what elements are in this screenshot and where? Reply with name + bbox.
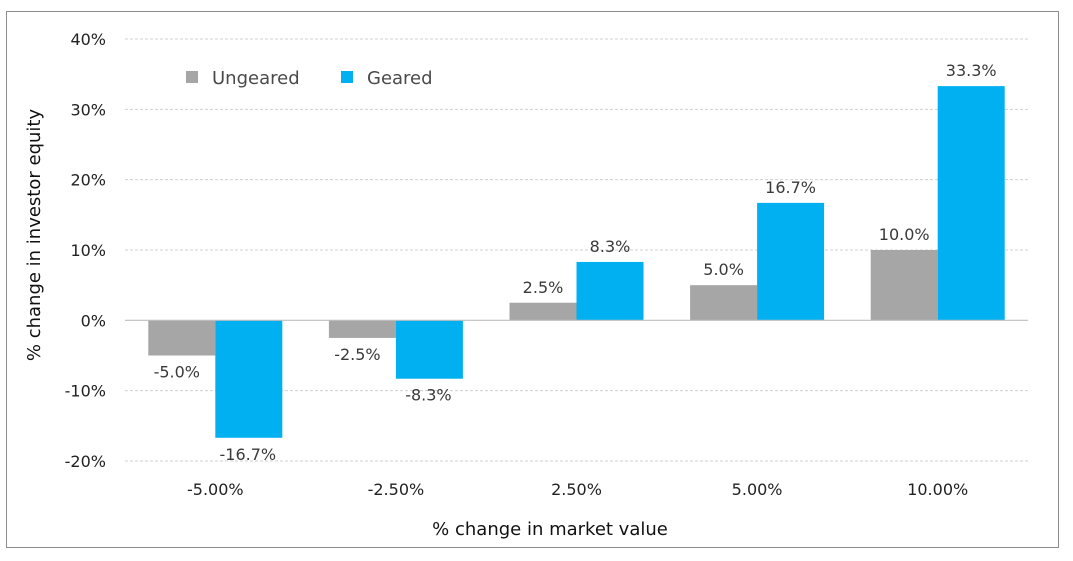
legend: Ungeared Geared — [186, 68, 433, 89]
bar-ungeared-2 — [328, 320, 396, 338]
x-axis-ticks: -5.00% -2.50% 2.50% 5.00% 10.00% — [187, 480, 968, 499]
bar-ungeared-1 — [148, 320, 216, 356]
y-axis-title: % change in investor equity — [24, 109, 45, 362]
data-label-geared-1: -16.7% — [219, 445, 276, 464]
bar-geared-5 — [937, 86, 1005, 321]
y-tick-label: -10% — [65, 382, 106, 401]
x-axis-title: % change in market value — [432, 519, 668, 540]
x-tick-label: 2.50% — [551, 480, 602, 499]
bars — [148, 86, 1005, 438]
y-tick-label: 10% — [70, 241, 106, 260]
data-label-geared-4: 16.7% — [765, 178, 816, 197]
data-label-geared-2: -8.3% — [405, 386, 451, 405]
y-axis-ticks: 40% 30% 20% 10% 0% -10% -20% — [65, 30, 106, 471]
y-tick-label: 0% — [81, 311, 106, 330]
bar-ungeared-5 — [870, 250, 938, 321]
bar-geared-1 — [215, 320, 283, 438]
legend-swatch-geared — [341, 71, 353, 83]
bar-geared-2 — [395, 320, 463, 379]
y-tick-label: 20% — [70, 171, 106, 190]
bar-ungeared-4 — [690, 285, 758, 321]
data-label-ungeared-2: -2.5% — [334, 345, 380, 364]
data-label-ungeared-4: 5.0% — [703, 260, 744, 279]
x-tick-label: 10.00% — [907, 480, 968, 499]
y-tick-label: -20% — [65, 452, 106, 471]
x-tick-label: -5.00% — [187, 480, 244, 499]
data-label-ungeared-5: 10.0% — [879, 225, 930, 244]
bar-ungeared-3 — [509, 302, 577, 321]
data-label-geared-3: 8.3% — [590, 237, 631, 256]
legend-swatch-ungeared — [186, 71, 198, 83]
bar-geared-3 — [576, 261, 644, 321]
y-tick-label: 30% — [70, 100, 106, 119]
legend-label-ungeared: Ungeared — [212, 68, 300, 89]
legend-label-geared: Geared — [367, 68, 433, 89]
data-label-geared-5: 33.3% — [946, 61, 997, 80]
data-label-ungeared-1: -5.0% — [154, 363, 200, 382]
y-tick-label: 40% — [70, 30, 106, 49]
bar-geared-4 — [757, 202, 825, 321]
x-tick-label: 5.00% — [732, 480, 783, 499]
data-labels: -5.0% -16.7% -2.5% -8.3% 2.5% 8.3% 5.0% 16.7% 10… — [154, 61, 997, 464]
x-tick-label: -2.50% — [368, 480, 425, 499]
data-label-ungeared-3: 2.5% — [523, 278, 564, 297]
